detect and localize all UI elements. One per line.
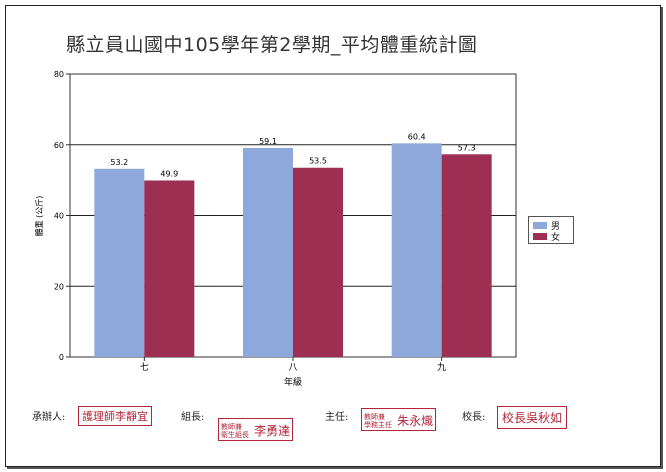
principal-label: 校長: bbox=[462, 412, 486, 423]
group-leader-stamp-line2: 衛生組長 bbox=[221, 430, 249, 439]
director-label: 主任: bbox=[325, 412, 349, 423]
data-label: 60.4 bbox=[408, 132, 426, 141]
data-label: 53.2 bbox=[110, 158, 128, 167]
legend-swatch-male bbox=[533, 222, 547, 229]
group-leader-stamp-line1: 教師兼 bbox=[221, 422, 242, 431]
director-stamp-line1: 教師兼 bbox=[364, 412, 385, 421]
group-leader-stamp: 教師兼 衛生組長 李勇達 bbox=[218, 418, 294, 441]
director-stamp: 教師兼 學務主任 朱永熾 bbox=[361, 408, 437, 431]
x-tick-label: 八 bbox=[288, 363, 297, 373]
y-tick-label: 0 bbox=[59, 353, 64, 362]
legend-item-female: 女 bbox=[533, 231, 561, 243]
principal-stamp-name: 校長吳秋如 bbox=[502, 411, 563, 425]
preparer-stamp-name: 護理師李靜宜 bbox=[82, 410, 148, 423]
data-label: 59.1 bbox=[259, 137, 277, 146]
bar-male bbox=[94, 168, 145, 357]
bar-male bbox=[243, 147, 293, 357]
bar-female bbox=[144, 180, 195, 357]
chart-title: 縣立員山國中105學年第2學期_平均體重統計圖 bbox=[66, 34, 478, 56]
y-tick-label: 20 bbox=[54, 282, 64, 291]
y-tick-label: 40 bbox=[54, 212, 64, 221]
bar-female bbox=[441, 154, 492, 357]
data-label: 53.5 bbox=[309, 157, 327, 166]
preparer-label: 承辦人: bbox=[32, 412, 66, 423]
director-stamp-name: 朱永熾 bbox=[397, 414, 434, 428]
bar-male bbox=[391, 143, 442, 357]
bar-female bbox=[293, 167, 343, 357]
legend-item-male: 男 bbox=[533, 220, 561, 232]
data-label: 57.3 bbox=[458, 143, 476, 152]
y-axis-label: 體重 (公斤) bbox=[34, 196, 44, 237]
y-tick-label: 80 bbox=[54, 70, 64, 79]
group-leader-stamp-title: 教師兼 衛生組長 bbox=[221, 423, 249, 439]
y-tick-label: 60 bbox=[54, 141, 64, 150]
preparer-stamp: 護理師李靜宜 bbox=[78, 406, 152, 426]
group-leader-stamp-name: 李勇達 bbox=[254, 424, 291, 438]
data-label: 49.9 bbox=[160, 169, 178, 178]
legend-label-female: 女 bbox=[551, 233, 561, 243]
director-stamp-line2: 學務主任 bbox=[364, 420, 392, 429]
director-stamp-title: 教師兼 學務主任 bbox=[364, 413, 392, 429]
principal-stamp: 校長吳秋如 bbox=[497, 406, 568, 429]
group-leader-label: 組長: bbox=[181, 412, 205, 423]
legend-label-male: 男 bbox=[551, 222, 561, 232]
chart-legend: 男 女 bbox=[528, 216, 574, 244]
legend-swatch-female bbox=[533, 233, 547, 240]
x-axis-label: 年級 bbox=[284, 376, 302, 388]
x-tick-label: 九 bbox=[437, 362, 446, 373]
x-tick-label: 七 bbox=[140, 362, 149, 373]
